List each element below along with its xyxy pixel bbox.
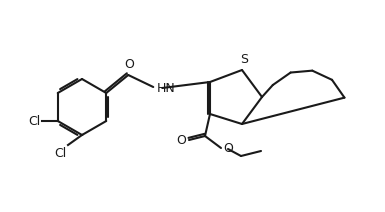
Text: O: O [124, 58, 134, 71]
Text: O: O [176, 134, 186, 146]
Text: HN: HN [157, 81, 176, 95]
Text: Cl: Cl [28, 114, 41, 127]
Text: S: S [240, 53, 248, 66]
Text: O: O [223, 142, 233, 155]
Text: Cl: Cl [55, 147, 67, 160]
